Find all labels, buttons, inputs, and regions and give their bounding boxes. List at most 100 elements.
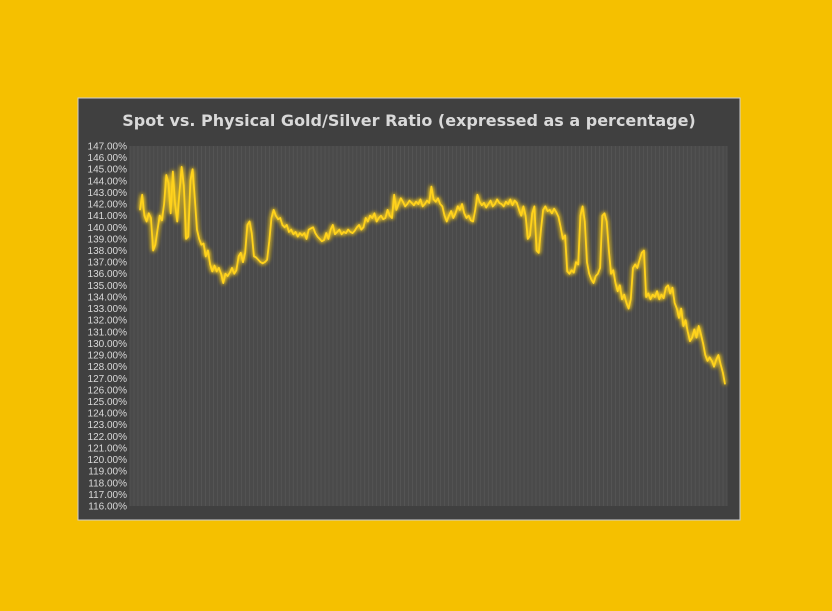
data-point [549,209,551,211]
data-point [279,217,281,219]
data-point [167,182,170,184]
data-point [691,337,693,339]
data-point [275,215,277,217]
data-point [711,360,713,362]
data-point [476,194,479,196]
data-point [235,269,237,271]
data-point [643,249,645,252]
data-point [529,234,531,237]
data-point [722,371,724,374]
data-point [709,356,711,358]
data-point [689,340,691,342]
data-point [216,270,218,273]
data-point [531,212,533,214]
y-tick-label: 120.00% [88,455,128,466]
data-point [684,319,687,321]
y-tick-label: 146.00% [88,153,128,164]
data-point [571,269,573,271]
data-point [362,226,365,228]
data-point [334,233,336,235]
data-point [288,231,290,233]
data-point [492,205,494,207]
y-tick-label: 125.00% [88,397,128,408]
data-point [220,273,222,275]
data-point [161,219,163,221]
data-point [148,212,150,214]
data-point [365,217,367,219]
data-point [382,218,384,220]
data-point [242,261,244,263]
data-point [187,235,189,238]
y-tick-label: 127.00% [88,374,128,385]
data-point [397,203,400,205]
data-point [360,229,362,231]
data-point [244,252,246,254]
data-point [305,238,308,240]
data-point [343,231,345,233]
data-point [452,217,454,219]
data-point [557,216,560,218]
data-point [584,220,586,223]
data-point [369,215,371,217]
y-tick-label: 132.00% [88,316,128,327]
data-point [299,232,301,234]
data-point [314,232,316,234]
y-tick-label: 147.00% [88,142,128,153]
data-point [610,273,612,275]
data-point [555,211,557,213]
data-point [336,231,338,233]
data-point [183,184,185,187]
y-tick-label: 144.00% [88,176,128,187]
data-point [625,302,628,304]
data-point [347,229,349,231]
y-tick-label: 116.00% [88,502,127,513]
data-point [330,229,332,231]
data-point [251,232,253,234]
data-point [400,197,402,199]
series-line [139,166,726,385]
data-point [658,298,660,300]
data-point [371,217,373,219]
data-point [483,202,485,204]
data-point [527,238,529,240]
data-point [518,209,520,211]
data-point [706,360,709,362]
data-point [663,297,665,299]
data-point [698,325,700,327]
data-point [378,217,380,219]
data-point [511,204,514,206]
data-point [321,240,323,242]
data-point [507,203,509,205]
data-point [292,233,294,235]
data-point [535,249,538,252]
data-point [198,238,200,240]
data-point [189,180,191,182]
data-point [354,230,356,232]
data-point [395,209,397,211]
data-point [435,201,437,203]
data-point [617,290,619,292]
data-point [562,238,564,240]
data-point [281,224,284,226]
y-tick-label: 129.00% [88,351,128,362]
data-point [647,292,649,295]
data-point [674,302,676,304]
data-point [454,212,457,214]
data-point [433,198,435,201]
data-point [367,220,369,223]
data-point [178,191,181,194]
data-point [238,255,240,257]
data-point [389,215,391,217]
data-point [211,270,213,273]
data-point [264,261,266,263]
data-point [218,267,220,269]
data-point [139,209,141,211]
data-point [667,284,669,286]
data-point [172,170,174,173]
data-point [413,204,415,206]
data-point [286,224,288,226]
data-point [450,210,452,212]
y-tick-label: 123.00% [88,420,128,431]
data-point [704,354,706,356]
data-point [439,203,441,205]
